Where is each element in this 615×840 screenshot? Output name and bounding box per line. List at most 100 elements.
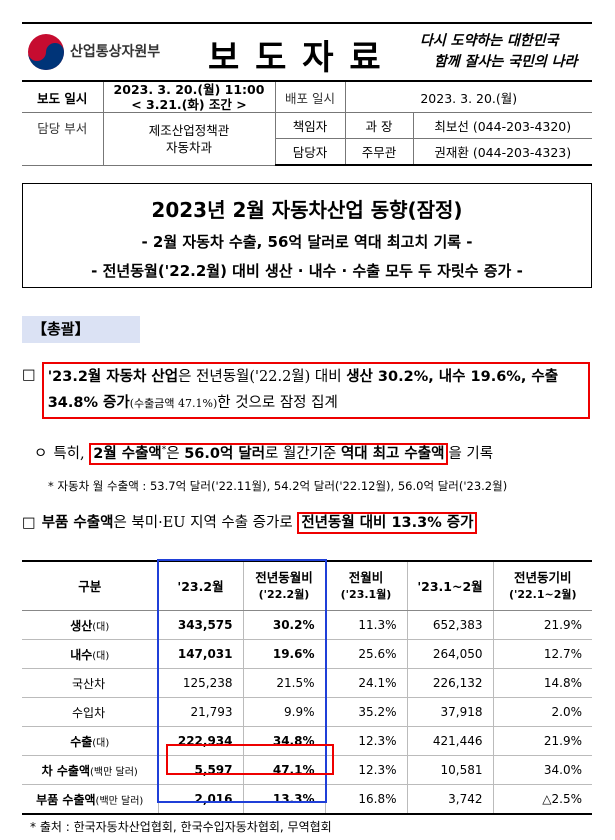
text-run: 로 월간기준 <box>265 445 341 462</box>
data-row: 수출(대) 222,934 34.8% 12.3% 421,446 21.9% <box>22 726 592 756</box>
release-date: 2023. 3. 20.(월) 11:00 <box>113 82 265 97</box>
data-row: 내수(대) 147,031 19.6% 25.6% 264,050 12.7% <box>22 639 592 669</box>
text-run: 은 전년동월('22.2월) 대비 <box>178 369 347 385</box>
text-run: 2월 수출액 <box>93 445 162 462</box>
slogan-2: 함께 잘사는 국민의 나라 <box>434 54 578 70</box>
cell: 35.2% <box>324 697 407 727</box>
row-label-text: 내수 <box>70 647 93 662</box>
text-run: (수출금액 47.1%) <box>129 397 218 410</box>
row-label: 차 수출액(백만 달러) <box>22 755 158 785</box>
slogan-1: 다시 도약하는 대한민국 <box>420 33 559 49</box>
text-run: '23.2월 자동차 산업 <box>47 369 179 385</box>
highlight-box: '23.2월 자동차 산업은 전년동월('22.2월) 대비 생산 30.2%,… <box>41 362 590 419</box>
column-title: '23.1~2월 <box>417 578 483 594</box>
row-unit: (백만 달러) <box>95 795 144 807</box>
ministry-name: 산업통상자원부 <box>70 44 161 60</box>
text-run: 특히, <box>53 445 90 462</box>
row-label: 국산차 <box>22 668 158 698</box>
bullet-marker: □ <box>22 367 36 383</box>
row-label: 생산(대) <box>22 610 158 640</box>
text-run: 부품 수출액 <box>41 515 114 531</box>
manager-label: 책임자 <box>274 112 346 139</box>
row-unit: (백만 달러) <box>90 766 138 778</box>
row-unit: (대) <box>92 621 110 633</box>
bullet-marker: □ <box>22 515 36 531</box>
text-run: 은 북미·EU 지역 수출 증가로 <box>113 515 298 531</box>
cell: 21.9% <box>492 610 592 640</box>
highlight-row <box>166 744 334 775</box>
column-title: '23.2월 <box>177 578 224 594</box>
column-header: 구분 <box>22 560 158 611</box>
cell: 34.0% <box>492 755 592 785</box>
cell: 47.1% <box>242 755 325 785</box>
department: 자동차과 <box>165 139 212 155</box>
distribution-label: 배포 일시 <box>274 80 346 113</box>
distribution-date: 2023. 3. 20.(월) <box>344 80 593 113</box>
cell: 226,132 <box>406 668 493 698</box>
row-label-text: 부품 수출액 <box>36 792 96 807</box>
row-label-text: 생산 <box>70 618 93 633</box>
section-title: 【총괄】 <box>22 316 140 343</box>
cell: 12.3% <box>324 755 407 785</box>
cell: 21.5% <box>242 668 325 698</box>
cell: 25.6% <box>324 639 407 669</box>
staff-label: 담당자 <box>275 138 346 166</box>
department-label: 담당 부서 <box>22 112 104 166</box>
header-row: 구분 '23.2월 전년동월비 ('22.2월) 전월비 ('23.1월) '23.1~2월… <box>22 560 592 611</box>
cell: 264,050 <box>406 639 493 669</box>
bullet: ㅇ 특히, 2월 수출액*은 56.0억 달러로 월간기준 역대 최고 수출액 을 … <box>34 437 594 467</box>
column-subtitle: ('22.1~2월) <box>508 588 577 601</box>
cell: 10,581 <box>406 755 493 785</box>
highlight-box: 2월 수출액*은 56.0억 달러로 월간기준 역대 최고 수출액 <box>89 442 449 465</box>
cell: △2.5% <box>492 784 592 815</box>
manager: 최보선 (044-203-4320) <box>412 112 593 139</box>
release-label: 보도 일시 <box>22 80 104 113</box>
row-label: 수입차 <box>22 697 158 727</box>
column-subtitle: ('23.1월) <box>340 588 392 601</box>
column-header: 전월비 ('23.1월) <box>324 560 407 611</box>
staff: 권재환 (044-203-4323) <box>412 138 593 166</box>
cell: 12.7% <box>492 639 592 669</box>
row-label-text: 수입차 <box>72 705 106 720</box>
highlight-box: 전년동월 대비 13.3% 증가 <box>297 512 478 534</box>
cell: 343,575 <box>157 610 243 640</box>
text-run: * <box>161 445 167 455</box>
column-header: '23.2월 <box>157 560 243 611</box>
manager-title: 과 장 <box>344 112 414 139</box>
data-row: 생산(대) 343,575 30.2% 11.3% 652,383 21.9% <box>22 610 592 640</box>
row-label: 부품 수출액(백만 달러) <box>22 784 158 815</box>
release-note: < 3.21.(화) 조간 > <box>131 97 247 112</box>
cell: 34.8% <box>242 726 325 756</box>
text-run: 역대 최고 수출액 <box>340 445 445 462</box>
headline-subtitle: - 2월 자동차 수출, 56억 달러로 역대 최고치 기록 - <box>141 233 473 251</box>
bullet-marker: ㅇ <box>34 445 48 462</box>
cell: 37,918 <box>406 697 493 727</box>
staff-title: 주무관 <box>344 138 414 166</box>
highlight-column <box>157 559 327 803</box>
cell: 16.8% <box>324 784 407 815</box>
cell: 125,238 <box>157 668 243 698</box>
row-unit: (대) <box>92 737 110 749</box>
logo-emblem <box>28 34 64 70</box>
cell: 24.1% <box>324 668 407 698</box>
text-run: 전년동월 대비 13.3% 증가 <box>301 515 474 531</box>
bullet: □ 부품 수출액은 북미·EU 지역 수출 증가로 전년동월 대비 13.3% 증… <box>22 510 594 536</box>
row-label-text: 국산차 <box>72 676 106 691</box>
text-run: 한 것으로 잠정 집계 <box>217 395 338 411</box>
header: 산업통상자원부 보 도 자 료 다시 도약하는 대한민국 함께 잘사는 국민의 … <box>22 22 592 81</box>
department: 제조산업정책관 <box>148 122 230 138</box>
column-header: '23.1~2월 <box>406 560 493 611</box>
headline-subtitle: - 전년동월('22.2월) 대비 생산 · 내수 · 수출 모두 두 자릿수 … <box>91 262 523 280</box>
cell: 147,031 <box>157 639 243 669</box>
row-label: 수출(대) <box>22 726 158 756</box>
column-subtitle: ('22.2월) <box>258 588 310 601</box>
text-run: 56.0억 달러 <box>184 445 266 462</box>
cell: 421,446 <box>406 726 493 756</box>
data-row: 국산차 125,238 21.5% 24.1% 226,132 14.8% <box>22 668 592 698</box>
column-header: 전년동기비 ('22.1~2월) <box>492 560 592 611</box>
source: * 출처 : 한국자동차산업협회, 한국수입자동차협회, 무역협회 <box>30 820 332 834</box>
cell: 652,383 <box>406 610 493 640</box>
row-label: 내수(대) <box>22 639 158 669</box>
cell: 12.3% <box>324 726 407 756</box>
